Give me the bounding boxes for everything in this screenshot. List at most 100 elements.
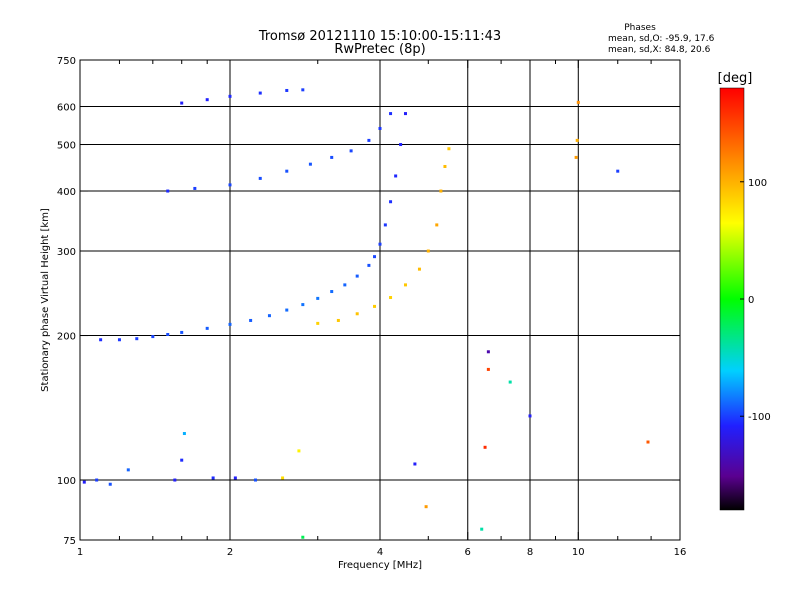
echo-point (403, 112, 407, 116)
echo-point (180, 330, 184, 334)
echo-point (417, 267, 421, 271)
echo-point (394, 174, 398, 178)
echo-point (355, 312, 359, 316)
y-tick-label: 300 (57, 247, 76, 258)
colorbar-tick-label: 100 (748, 178, 767, 189)
echo-point (258, 91, 262, 95)
echo-point (285, 308, 289, 312)
y-tick-label: 750 (57, 56, 76, 67)
echo-point (389, 112, 393, 116)
echo-point (480, 527, 484, 531)
echo-point (228, 322, 232, 326)
echo-point (285, 169, 289, 173)
axis-ticks: 1 2 4 6 8 10 16 75 100 200 300 400 500 600 750 (57, 56, 686, 558)
echo-point (373, 255, 377, 259)
echo-point (483, 445, 487, 449)
echo-point (253, 478, 257, 482)
x-axis-label: Frequency [MHz] (338, 560, 422, 571)
grid-lines (80, 60, 680, 540)
x-tick-label: 8 (527, 547, 533, 558)
echo-point (205, 326, 209, 330)
echo-point (486, 367, 490, 371)
echo-point (508, 380, 512, 384)
echo-point (301, 303, 305, 307)
x-tick-label: 4 (377, 547, 383, 558)
echo-point (316, 296, 320, 300)
x-tick-label: 6 (465, 547, 471, 558)
echo-point (228, 183, 232, 187)
y-tick-label: 500 (57, 141, 76, 152)
y-tick-label: 200 (57, 332, 76, 343)
echo-point (616, 169, 620, 173)
echo-point (443, 164, 447, 168)
echo-point (211, 476, 215, 480)
echo-point (126, 468, 130, 472)
echo-point (135, 337, 139, 341)
stats-x-line: mean, sd,X: 84.8, 20.6 (608, 45, 711, 55)
echo-point (316, 321, 320, 325)
echo-point (424, 505, 428, 509)
echo-point (330, 290, 334, 294)
echo-point (343, 283, 347, 287)
x-tick-label: 1 (77, 547, 83, 558)
echo-point (367, 138, 371, 142)
echo-point (82, 480, 86, 484)
echo-point (486, 350, 490, 354)
colorbar-ticks: 100 0 -100 (740, 178, 771, 423)
y-tick-label: 100 (57, 476, 76, 487)
y-tick-label: 75 (63, 536, 76, 547)
plot-frame (79, 59, 681, 541)
y-tick-label: 600 (57, 103, 76, 114)
echo-point (646, 440, 650, 444)
echo-point (180, 458, 184, 462)
echo-point (336, 318, 340, 322)
echo-point (301, 88, 305, 92)
stats-heading: Phases (624, 23, 656, 33)
echo-point (435, 223, 439, 227)
x-tick-label: 16 (674, 547, 687, 558)
echo-point (574, 155, 578, 159)
echo-point (258, 176, 262, 180)
colorbar-tick-label: 0 (748, 295, 754, 306)
echo-point (373, 304, 377, 308)
echo-point (378, 242, 382, 246)
echo-point (233, 476, 237, 480)
echo-point (439, 189, 443, 193)
echo-point (447, 147, 451, 151)
echo-point (413, 462, 417, 466)
echo-point (117, 338, 121, 342)
echo-point (173, 478, 177, 482)
echo-point (308, 162, 312, 166)
data-points (82, 88, 650, 539)
echo-point (228, 94, 232, 98)
echo-point (528, 414, 532, 418)
echo-point (349, 149, 353, 153)
colorbar-label: [deg] (718, 71, 753, 86)
x-tick-label: 2 (227, 547, 233, 558)
echo-point (285, 88, 289, 92)
echo-point (151, 335, 155, 339)
echo-point (193, 186, 197, 190)
stats-o-line: mean, sd,O: -95.9, 17.6 (608, 34, 715, 44)
echo-point (249, 318, 253, 322)
echo-point (301, 535, 305, 539)
echo-point (575, 138, 579, 142)
y-axis-label: Stationary phase Virtual Height [km] (40, 208, 51, 392)
echo-point (367, 263, 371, 267)
echo-point (166, 332, 170, 336)
echo-point (180, 101, 184, 105)
echo-point (389, 296, 393, 300)
echo-point (330, 155, 334, 159)
echo-point (399, 143, 403, 147)
echo-point (99, 338, 103, 342)
echo-point (383, 223, 387, 227)
echo-point (108, 482, 112, 486)
echo-point (297, 449, 301, 453)
echo-point (166, 189, 170, 193)
echo-point (281, 476, 285, 480)
chart-subtitle: RwPretec (8p) (334, 42, 425, 57)
echo-point (576, 100, 580, 104)
echo-point (403, 283, 407, 287)
echo-point (267, 314, 271, 318)
